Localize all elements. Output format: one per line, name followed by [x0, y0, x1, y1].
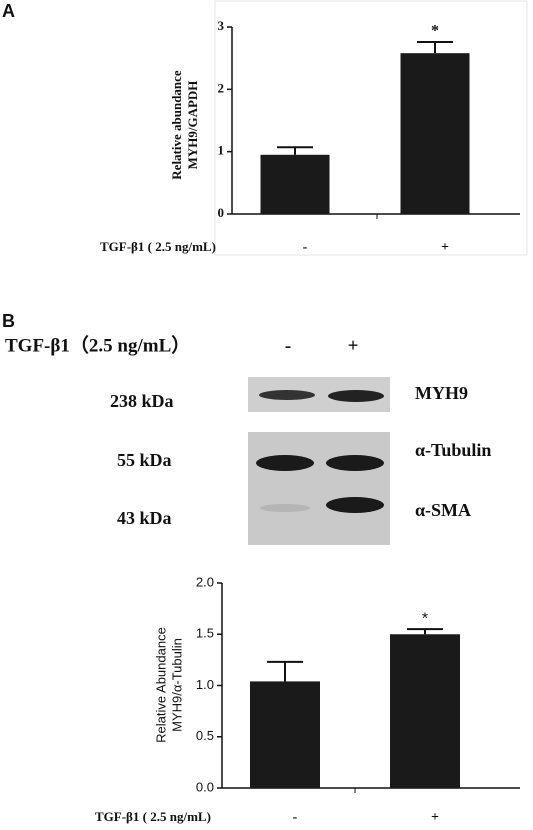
- protein-label: α-SMA: [415, 500, 471, 520]
- y-tick-label: 1: [218, 143, 225, 158]
- band: [326, 497, 384, 513]
- y-tick-label: 0.0: [196, 779, 214, 794]
- bar: [260, 154, 330, 214]
- size-label: 55 kDa: [117, 450, 172, 470]
- y-tick-label: 0: [218, 205, 225, 220]
- protein-label: α-Tubulin: [415, 440, 491, 460]
- x-tick-label: -: [293, 810, 298, 825]
- y-tick-label: 1.5: [196, 626, 214, 641]
- bar: [390, 634, 460, 788]
- blot-treatment: TGF-β1（2.5 ng/mL）: [5, 333, 190, 356]
- x-axis-label: TGF-β1 ( 2.5 ng/mL): [95, 809, 211, 824]
- y-tick-label: 0.5: [196, 728, 214, 743]
- panel-label: B: [2, 311, 15, 331]
- bar: [250, 681, 320, 788]
- significance-mark: *: [422, 610, 428, 627]
- x-tick-label: -: [303, 240, 308, 255]
- band: [256, 455, 314, 471]
- size-label: 238 kDa: [110, 391, 174, 411]
- significance-mark: *: [431, 23, 439, 40]
- panel-label: A: [2, 1, 15, 21]
- x-tick-label: +: [441, 240, 449, 255]
- y-tick-label: 2: [218, 80, 225, 95]
- y-tick-label: 1.0: [196, 677, 214, 692]
- y-axis-label: MYH9/GAPDH: [185, 81, 200, 170]
- blot-image: [248, 377, 390, 545]
- protein-label: MYH9: [415, 383, 468, 403]
- size-label: 43 kDa: [117, 508, 172, 528]
- y-axis-label: MYH9/α-Tubulin: [169, 638, 184, 732]
- band: [260, 504, 310, 512]
- lane-label: -: [285, 335, 291, 356]
- band: [328, 390, 384, 402]
- lane-label: +: [348, 335, 359, 356]
- y-axis-label: Relative abundance: [169, 70, 184, 180]
- x-axis-label: TGF-β1 ( 2.5 ng/mL): [100, 239, 216, 254]
- y-tick-label: 3: [218, 18, 225, 33]
- y-tick-label: 2.0: [196, 574, 214, 589]
- band: [326, 455, 384, 471]
- blot-strip: [248, 432, 390, 545]
- y-axis-label: Relative Abundance: [153, 627, 168, 743]
- panel-frame: [214, 0, 528, 256]
- band: [259, 390, 315, 400]
- x-tick-label: +: [431, 810, 439, 825]
- bar: [400, 53, 470, 215]
